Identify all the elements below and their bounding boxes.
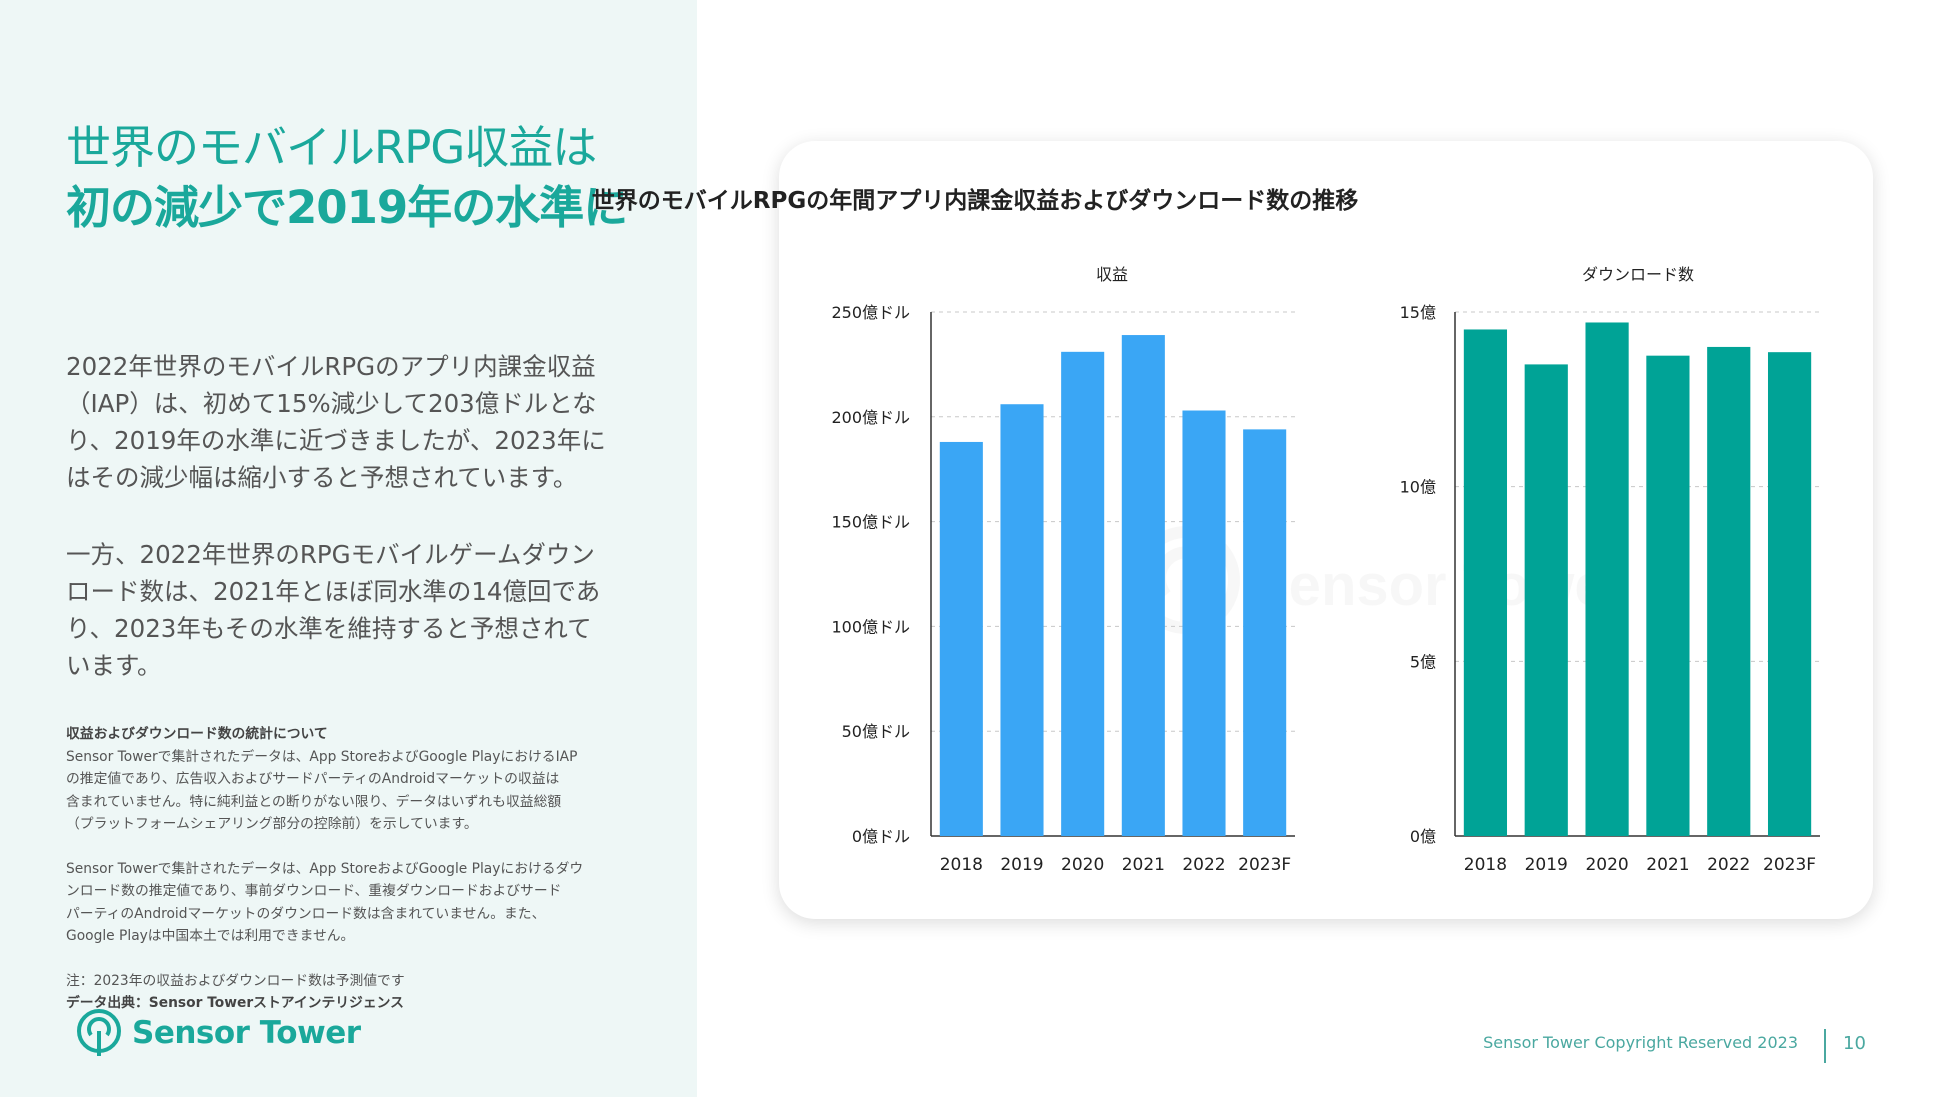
left-panel — [0, 0, 697, 1097]
bar — [1121, 335, 1165, 836]
bar — [1463, 329, 1508, 836]
bar — [1767, 352, 1812, 836]
y-tick-label: 15億 — [1400, 303, 1436, 322]
paragraph-line: はその減少幅は縮小すると予想されています。 — [66, 463, 578, 492]
x-tick-label: 2018 — [940, 855, 983, 875]
bar — [1243, 429, 1287, 836]
paragraph-line: 2022年世界のモバイルRPGのアプリ内課金収益 — [66, 352, 596, 381]
notes-line: （プラットフォームシェアリング部分の控除前）を示しています。 — [66, 816, 478, 832]
subchart-title: 収益 — [1096, 265, 1128, 284]
bar — [939, 441, 983, 836]
watermark-text: Sensor Tower — [1250, 553, 1629, 618]
logo-text: Sensor Tower — [132, 1015, 361, 1051]
paragraph-line: り、2023年もその水準を維持すると予想されて — [66, 614, 592, 643]
notes-line: Sensor Towerで集計されたデータは、App StoreおよびGoogl… — [66, 860, 584, 877]
notes-line: の推定値であり、広告収入およびサードパーティのAndroidマーケットの収益は — [66, 771, 560, 787]
paragraph-line: ロード数は、2021年とほぼ同水準の14億回であ — [66, 577, 601, 606]
x-tick-label: 2020 — [1585, 855, 1628, 875]
y-tick-label: 100億ドル — [831, 617, 910, 636]
data-source: データ出典：Sensor Towerストアインテリジェンス — [66, 995, 404, 1011]
chart-title: 世界のモバイルRPGの年間アプリ内課金収益およびダウンロード数の推移 — [591, 188, 1359, 214]
page-title: 世界のモバイルRPG収益は 初の減少で2019年の水準に — [66, 118, 686, 238]
y-tick-label: 200億ドル — [831, 408, 910, 427]
notes-line: Google Playは中国本土では利用できません。 — [66, 928, 355, 944]
notes-line: Sensor Towerで集計されたデータは、App StoreおよびGoogl… — [66, 748, 578, 765]
y-tick-label: 0億ドル — [852, 827, 910, 846]
bar — [1524, 364, 1568, 836]
notes-line: 含まれていません。特に純利益との断りがない限り、データはいずれも収益総額 — [66, 793, 562, 810]
x-tick-label: 2021 — [1122, 855, 1165, 875]
paragraph-line: （IAP）は、初めて15%減少して203億ドルとな — [66, 389, 597, 418]
x-tick-label: 2021 — [1646, 855, 1689, 875]
x-tick-label: 2018 — [1464, 855, 1507, 875]
methodology-notes: 収益およびダウンロード数の統計について Sensor Towerで集計されたデー… — [66, 723, 631, 1015]
notes-line: パーティのAndroidマーケットのダウンロード数は含まれていません。また、 — [66, 905, 546, 922]
x-tick-label: 2022 — [1182, 855, 1225, 875]
y-tick-label: 250億ドル — [831, 303, 910, 322]
paragraph-downloads: 一方、2022年世界のRPGモバイルゲームダウン ロード数は、2021年とほぼ同… — [66, 536, 631, 684]
sensor-tower-logo-icon — [77, 1009, 121, 1056]
title-line-1: 世界のモバイルRPG収益は — [66, 121, 597, 174]
bar — [1000, 404, 1044, 836]
y-tick-label: 150億ドル — [831, 513, 910, 532]
bar — [1707, 346, 1751, 836]
downloads-chart: ダウンロード数 0億 5億 10億 15億 2018 2019 2020 2021 2022 202… — [1400, 265, 1820, 875]
x-tick-label: 2023F — [1763, 855, 1816, 875]
paragraph-line: 一方、2022年世界のRPGモバイルゲームダウン — [66, 540, 595, 569]
x-tick-label: 2019 — [1525, 855, 1568, 875]
y-tick-label: 10億 — [1400, 478, 1436, 497]
subchart-title: ダウンロード数 — [1582, 265, 1694, 284]
x-tick-label: 2022 — [1707, 855, 1750, 875]
bar — [1061, 351, 1105, 836]
bar — [1646, 355, 1690, 836]
paragraph-revenue: 2022年世界のモバイルRPGのアプリ内課金収益 （IAP）は、初めて15%減少… — [66, 348, 631, 496]
paragraph-line: います。 — [66, 651, 162, 680]
notes-line: ンロード数の推定値であり、事前ダウンロード、重複ダウンロードおよびサード — [66, 883, 562, 899]
x-tick-label: 2023F — [1238, 855, 1291, 875]
forecast-note: 注：2023年の収益およびダウンロード数は予測値です — [66, 972, 405, 989]
bar — [1585, 322, 1629, 837]
revenue-chart: 収益 0億ドル 50億ドル 100億ドル 150億ドル 200億ドル 250億ドル 2018 2… — [831, 265, 1295, 875]
sensor-tower-logo: Sensor Tower — [76, 1007, 361, 1059]
y-tick-label: 0億 — [1410, 827, 1436, 846]
y-tick-label: 5億 — [1410, 652, 1436, 671]
footer-divider — [1824, 1029, 1826, 1063]
y-tick-label: 50億ドル — [842, 722, 910, 741]
copyright: Sensor Tower Copyright Reserved 2023 — [1483, 1033, 1798, 1052]
x-tick-label: 2020 — [1061, 855, 1104, 875]
notes-heading: 収益およびダウンロード数の統計について — [66, 726, 328, 742]
title-line-2: 初の減少で2019年の水準に — [66, 181, 628, 234]
x-tick-label: 2019 — [1000, 855, 1043, 875]
page-number: 10 — [1843, 1033, 1866, 1054]
paragraph-line: り、2019年の水準に近づきましたが、2023年に — [66, 426, 606, 455]
bar — [1182, 410, 1226, 836]
